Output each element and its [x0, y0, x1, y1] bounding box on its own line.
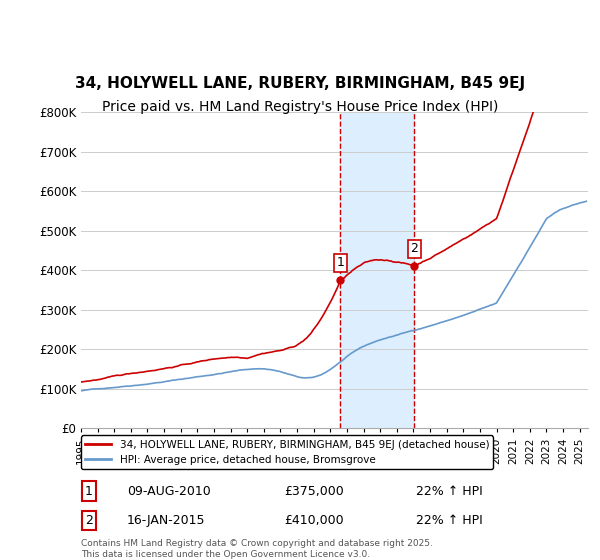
Bar — [340, 112, 414, 428]
Text: 16-JAN-2015: 16-JAN-2015 — [127, 514, 205, 528]
Text: Price paid vs. HM Land Registry's House Price Index (HPI): Price paid vs. HM Land Registry's House … — [102, 100, 498, 114]
Text: 2: 2 — [85, 514, 92, 528]
Text: 22% ↑ HPI: 22% ↑ HPI — [416, 514, 482, 528]
Text: 2: 2 — [410, 242, 418, 255]
Text: 1: 1 — [337, 256, 344, 269]
Text: 22% ↑ HPI: 22% ↑ HPI — [416, 484, 482, 498]
Text: £375,000: £375,000 — [284, 484, 344, 498]
Text: 09-AUG-2010: 09-AUG-2010 — [127, 484, 211, 498]
Text: 34, HOLYWELL LANE, RUBERY, BIRMINGHAM, B45 9EJ: 34, HOLYWELL LANE, RUBERY, BIRMINGHAM, B… — [75, 76, 525, 91]
Legend: 34, HOLYWELL LANE, RUBERY, BIRMINGHAM, B45 9EJ (detached house), HPI: Average pr: 34, HOLYWELL LANE, RUBERY, BIRMINGHAM, B… — [81, 436, 493, 469]
Text: Contains HM Land Registry data © Crown copyright and database right 2025.
This d: Contains HM Land Registry data © Crown c… — [81, 539, 433, 559]
Text: 1: 1 — [85, 484, 92, 498]
Text: £410,000: £410,000 — [284, 514, 343, 528]
